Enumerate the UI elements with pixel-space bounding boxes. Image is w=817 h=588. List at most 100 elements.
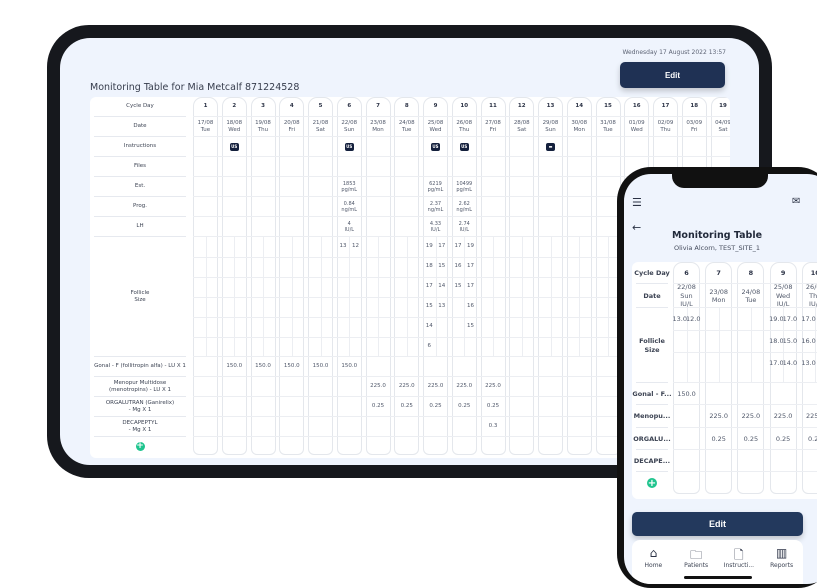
follicle-value: 19 <box>467 243 474 250</box>
date-cell: 20/08 Fri <box>283 119 300 133</box>
instruction-cell: US <box>423 137 448 157</box>
nav-patients[interactable]: 🗀 Patients <box>676 546 716 584</box>
hamburger-icon[interactable]: ☰ <box>632 196 642 209</box>
date-cell: 23/08 Mon <box>370 119 386 133</box>
day-column <box>538 97 563 455</box>
cycle-day-number: 13 <box>546 103 555 110</box>
day-column <box>365 97 391 455</box>
row-label-decapeptyl: DECAPE... <box>632 450 672 472</box>
date-cell: 18/08 Wed <box>226 119 243 133</box>
instruction-badge[interactable]: US <box>229 143 239 151</box>
follicle-value: 13 <box>438 303 446 310</box>
cycle-day-number: 8 <box>748 268 754 277</box>
nav-instructions[interactable]: 🗋 Instructi... <box>719 546 759 584</box>
row-divider <box>193 356 730 357</box>
orgalutran-dose: 0.25 <box>371 403 385 410</box>
back-arrow-icon[interactable]: ← <box>632 221 642 234</box>
cycle-day-number: 9 <box>433 103 438 110</box>
orgalutran-dose: 0.25 <box>808 434 817 443</box>
row-divider <box>193 136 730 137</box>
date-cell: 01/09 Wed <box>628 119 645 133</box>
follicle-value: 15 <box>454 283 462 290</box>
menopur-dose: 225.0 <box>709 412 728 421</box>
date-cell: 26/08 Thu IU/L <box>805 283 817 309</box>
row-label-menopur: Menopu... <box>632 405 672 428</box>
menopur-dose: 225.0 <box>398 383 415 390</box>
instruction-badge[interactable]: US <box>431 143 440 151</box>
instruction-badge[interactable]: ▬ <box>546 143 555 151</box>
day-column <box>566 97 592 455</box>
day-column <box>308 97 333 455</box>
day-column <box>769 262 797 494</box>
cycle-day-number: 15 <box>604 103 612 110</box>
row-divider <box>193 176 730 177</box>
date-cell: 21/08 Sat <box>312 119 329 133</box>
row-divider <box>673 449 817 450</box>
date-cell: 31/08 Tue <box>600 119 616 133</box>
date-cell: 26/08 Thu <box>456 119 473 133</box>
menopur-dose: 225.0 <box>427 383 444 390</box>
instruction-cell: US <box>337 137 362 157</box>
phone-notch <box>672 174 768 188</box>
folder-icon: 🗀 <box>690 548 703 562</box>
nav-label: Instructi... <box>723 562 755 569</box>
date-cell: 27/08 Fri <box>485 119 501 133</box>
nav-reports[interactable]: ▥ Reports <box>762 546 802 584</box>
cycle-day-number: 16 <box>632 103 641 110</box>
row-divider <box>193 376 730 377</box>
orgalutran-dose: 0.25 <box>429 403 442 410</box>
edit-button[interactable]: Edit <box>620 62 725 88</box>
instruction-badge[interactable]: US <box>459 143 469 151</box>
follicle-row-divider <box>193 257 730 258</box>
follicle-value: 15 <box>425 303 433 310</box>
day-column <box>801 262 817 494</box>
follicle-value: 17.0 <box>801 314 816 323</box>
day-column <box>509 97 535 455</box>
date-cell: 04/09 Sat <box>715 119 730 133</box>
row-divider <box>673 427 817 428</box>
row-label-files: Files <box>90 157 190 177</box>
gonal-dose: 150.0 <box>283 363 300 370</box>
prog-value: 0.84 ng/mL <box>341 200 358 214</box>
cycle-day-number: 19 <box>719 103 727 110</box>
add-row-button[interactable]: + <box>135 441 145 451</box>
cycle-day-number: 1 <box>203 103 208 110</box>
row-label-gonal: Gonal - F... <box>632 383 672 405</box>
phone-subtitle: Olivia Alcorn, TEST_SITE_1 <box>674 244 760 252</box>
add-row-button[interactable]: + <box>647 477 657 489</box>
follicle-value: 17.0 <box>769 358 784 367</box>
date-cell: 29/08 Sun <box>542 119 559 133</box>
menopur-dose: 225.0 <box>741 412 761 421</box>
gonal-dose: 150.0 <box>255 363 271 370</box>
date-cell: 30/08 Mon <box>571 119 588 133</box>
gonal-dose: 150.0 <box>677 389 696 398</box>
cycle-day-number: 8 <box>404 103 409 110</box>
cycle-day-number: 7 <box>376 103 380 110</box>
datetime: Wednesday 17 August 2022 13:57 <box>622 49 726 56</box>
follicle-row-divider <box>193 297 730 298</box>
nav-label: Home <box>644 562 663 569</box>
follicle-value: 14.0 <box>782 358 798 367</box>
follicle-divider <box>686 308 688 383</box>
phone-edit-button[interactable]: Edit <box>632 512 803 536</box>
row-label-lh: LH <box>90 217 190 237</box>
mail-icon[interactable]: ✉ <box>792 196 801 207</box>
date-cell: 23/08 Mon <box>709 287 729 304</box>
follicle-value: 13 <box>339 243 347 250</box>
follicle-divider <box>783 308 785 383</box>
follicle-value: 16 <box>454 263 462 270</box>
prog-value: 2.62 ng/mL <box>456 200 473 214</box>
prog-value: 2.37 ng/mL <box>427 200 444 214</box>
follicle-value: 17 <box>425 283 433 290</box>
row-label-date: Date <box>90 117 190 137</box>
gonal-dose: 150.0 <box>312 363 329 370</box>
nav-home[interactable]: ⌂ Home <box>633 546 673 584</box>
instruction-badge[interactable]: US <box>344 143 354 151</box>
row-label-est: Est. <box>90 177 190 197</box>
day-column <box>250 97 276 455</box>
home-indicator <box>684 576 752 579</box>
day-column <box>480 97 506 455</box>
cycle-day-number: 12 <box>517 103 526 110</box>
row-label-orgalutran: ORGALUTRAN (Ganirelix) - Mg X 1 <box>90 397 190 417</box>
follicle-value: 17 <box>438 243 446 250</box>
